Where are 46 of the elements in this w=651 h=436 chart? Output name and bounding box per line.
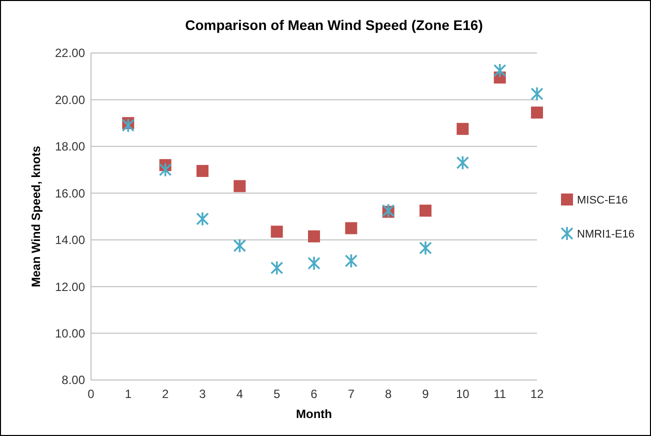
point — [531, 106, 543, 119]
point — [308, 256, 320, 271]
x-tick-label: 5 — [273, 387, 280, 401]
x-tick-label: 1 — [124, 387, 132, 401]
point — [196, 164, 208, 177]
point — [420, 204, 432, 217]
point — [158, 162, 172, 178]
x-tick-label: 0 — [88, 387, 95, 401]
point — [530, 86, 544, 102]
point — [196, 211, 209, 226]
y-tick-label: 12.00 — [54, 280, 86, 294]
legend-label: MISC-E16 — [577, 194, 628, 206]
point — [344, 253, 358, 268]
x-tick-label: 3 — [199, 387, 206, 401]
point — [233, 238, 246, 254]
point — [270, 226, 283, 238]
y-tick-label: 8.00 — [62, 373, 86, 388]
x-tick-label: 8 — [384, 387, 392, 401]
point — [382, 203, 395, 218]
point — [308, 230, 320, 242]
y-tick-label: 20.00 — [54, 92, 86, 107]
y-tick-label: 18.00 — [54, 140, 86, 154]
x-axis-title: Month — [296, 407, 332, 421]
chart-title: Comparison of Mean Wind Speed (Zone E16) — [185, 17, 483, 33]
y-axis-title: Mean Wind Speed, knots — [29, 146, 43, 288]
x-tick-label: 4 — [236, 387, 244, 401]
y-tick-label: 16.00 — [54, 186, 86, 200]
point — [456, 122, 469, 135]
x-tick-label: 7 — [348, 387, 355, 401]
point — [456, 155, 470, 170]
point — [419, 240, 432, 256]
x-tick-label: 6 — [310, 387, 318, 401]
legend-label: NMRI1-E16 — [577, 228, 634, 240]
point — [270, 260, 284, 276]
point — [234, 180, 246, 192]
y-tick-label: 10.00 — [54, 326, 86, 340]
x-tick-label: 11 — [494, 387, 506, 401]
point — [493, 63, 506, 78]
x-tick-label: 2 — [162, 387, 169, 401]
point — [345, 222, 358, 234]
x-tick-label: 12 — [530, 387, 544, 401]
x-tick-label: 9 — [422, 387, 430, 401]
y-tick-label: 14.00 — [54, 233, 86, 248]
point — [122, 118, 135, 133]
x-tick-label: 10 — [456, 387, 470, 401]
y-tick-label: 22.00 — [54, 46, 86, 60]
